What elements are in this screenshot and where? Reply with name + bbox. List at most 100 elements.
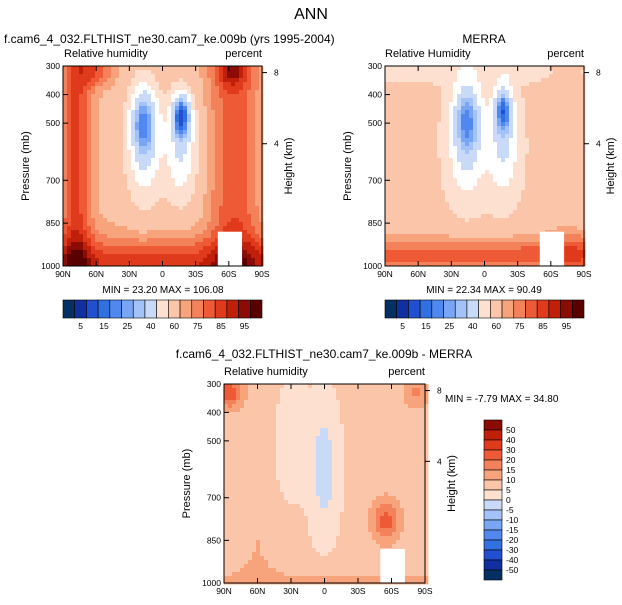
- heatmap-cell: [433, 194, 438, 199]
- heatmap-cell: [215, 262, 220, 267]
- heatmap-cell: [155, 70, 160, 75]
- heatmap-cell: [183, 206, 188, 211]
- heatmap-cell: [437, 70, 442, 75]
- heatmap-cell: [103, 82, 108, 87]
- heatmap-cell: [509, 66, 514, 71]
- heatmap-cell: [179, 66, 184, 71]
- heatmap-cell: [413, 206, 418, 211]
- heatmap-cell: [473, 106, 478, 111]
- heatmap-cell: [103, 182, 108, 187]
- heatmap-cell: [123, 110, 128, 115]
- heatmap-cell: [409, 118, 414, 123]
- heatmap-cell: [75, 242, 80, 247]
- heatmap-cell: [207, 246, 212, 251]
- heatmap-cell: [417, 210, 422, 215]
- heatmap-cell: [569, 174, 574, 179]
- heatmap-cell: [445, 246, 450, 251]
- heatmap-cell: [207, 138, 212, 143]
- heatmap-cell: [517, 110, 522, 115]
- heatmap-cell: [203, 194, 208, 199]
- heatmap-cell: [401, 98, 406, 103]
- heatmap-cell: [131, 182, 136, 187]
- heatmap-cell: [215, 254, 220, 259]
- heatmap-cell: [171, 230, 176, 235]
- heatmap-cell: [243, 134, 248, 139]
- heatmap-cell: [63, 114, 68, 119]
- heatmap-cell: [577, 246, 582, 251]
- heatmap-cell: [565, 210, 570, 215]
- heatmap-cell: [477, 74, 482, 79]
- heatmap-cell: [545, 78, 550, 83]
- heatmap-cell: [231, 202, 236, 207]
- heatmap-cell: [405, 82, 410, 87]
- heatmap-cell: [259, 78, 264, 83]
- heatmap-cell: [243, 106, 248, 111]
- heatmap-cell: [203, 162, 208, 167]
- heatmap-cell: [79, 194, 84, 199]
- heatmap-cell: [103, 126, 108, 131]
- heatmap-cell: [441, 238, 446, 243]
- heatmap-cell: [255, 118, 260, 123]
- heatmap-cell: [481, 154, 486, 159]
- heatmap-cell: [259, 210, 264, 215]
- heatmap-cell: [441, 166, 446, 171]
- heatmap-cell: [561, 182, 566, 187]
- heatmap-cell: [143, 86, 148, 91]
- heatmap-cell: [151, 138, 156, 143]
- heatmap-cell: [127, 142, 132, 147]
- heatmap-cell: [465, 166, 470, 171]
- heatmap-cell: [115, 90, 120, 95]
- heatmap-cell: [203, 258, 208, 263]
- heatmap-cell: [465, 146, 470, 151]
- heatmap-cell: [545, 182, 550, 187]
- heatmap-cell: [441, 214, 446, 219]
- heatmap-cell: [183, 82, 188, 87]
- heatmap-cell: [513, 242, 518, 247]
- heatmap-cell: [223, 222, 228, 227]
- heatmap-cell: [565, 134, 570, 139]
- heatmap-cell: [119, 82, 124, 87]
- heatmap-cell: [131, 162, 136, 167]
- heatmap-cell: [67, 102, 72, 107]
- heatmap-cell: [255, 158, 260, 163]
- heatmap-cell: [219, 190, 224, 195]
- heatmap-cell: [525, 146, 530, 151]
- heatmap-cell: [151, 114, 156, 119]
- heatmap-cell: [175, 70, 180, 75]
- heatmap-cell: [175, 190, 180, 195]
- heatmap-cell: [437, 150, 442, 155]
- heatmap-cell: [389, 102, 394, 107]
- heatmap-cell: [425, 122, 430, 127]
- heatmap-cell: [509, 258, 514, 263]
- heatmap-cell: [541, 138, 546, 143]
- heatmap-cell: [505, 170, 510, 175]
- heatmap-cell: [537, 142, 542, 147]
- heatmap-cell: [433, 182, 438, 187]
- heatmap-cell: [497, 98, 502, 103]
- heatmap-cell: [457, 258, 462, 263]
- heatmap-cell: [569, 202, 574, 207]
- heatmap-cell: [453, 198, 458, 203]
- heatmap-cell: [223, 82, 228, 87]
- heatmap-cell: [577, 226, 582, 231]
- heatmap-cell: [425, 66, 430, 71]
- heatmap-cell: [187, 178, 192, 183]
- heatmap-cell: [119, 234, 124, 239]
- heatmap-cell: [123, 198, 128, 203]
- heatmap-cell: [175, 82, 180, 87]
- heatmap-cell: [453, 118, 458, 123]
- heatmap-cell: [397, 222, 402, 227]
- heatmap-cell: [437, 134, 442, 139]
- heatmap-cell: [207, 194, 212, 199]
- heatmap-cell: [477, 122, 482, 127]
- heatmap-cell: [247, 142, 252, 147]
- heatmap-cell: [123, 122, 128, 127]
- heatmap-cell: [115, 206, 120, 211]
- heatmap-cell: [513, 82, 518, 87]
- heatmap-cell: [79, 90, 84, 95]
- heatmap-cell: [545, 106, 550, 111]
- heatmap-cell: [223, 190, 228, 195]
- heatmap-cell: [175, 78, 180, 83]
- heatmap-cell: [103, 190, 108, 195]
- heatmap-cell: [211, 214, 216, 219]
